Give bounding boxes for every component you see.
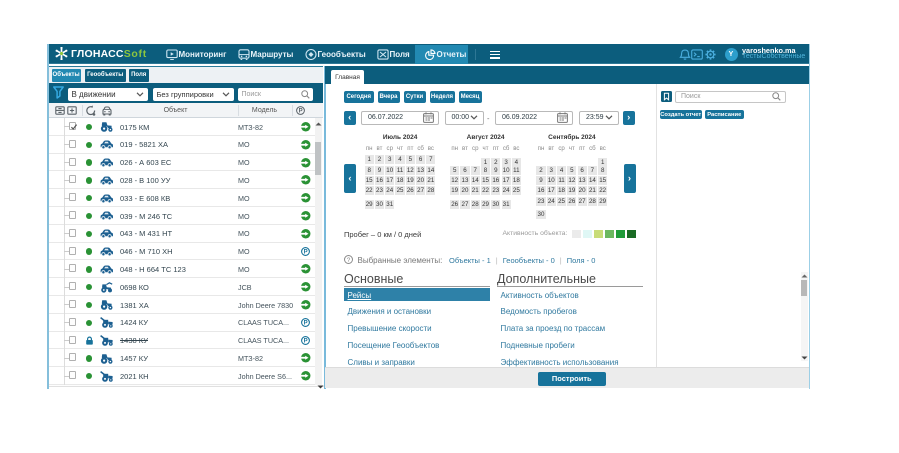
svg-text:P: P	[304, 320, 308, 326]
svg-text:P: P	[298, 109, 302, 115]
svg-text:?: ?	[347, 257, 351, 264]
svg-text:P: P	[304, 249, 308, 255]
svg-text:P: P	[304, 338, 308, 344]
